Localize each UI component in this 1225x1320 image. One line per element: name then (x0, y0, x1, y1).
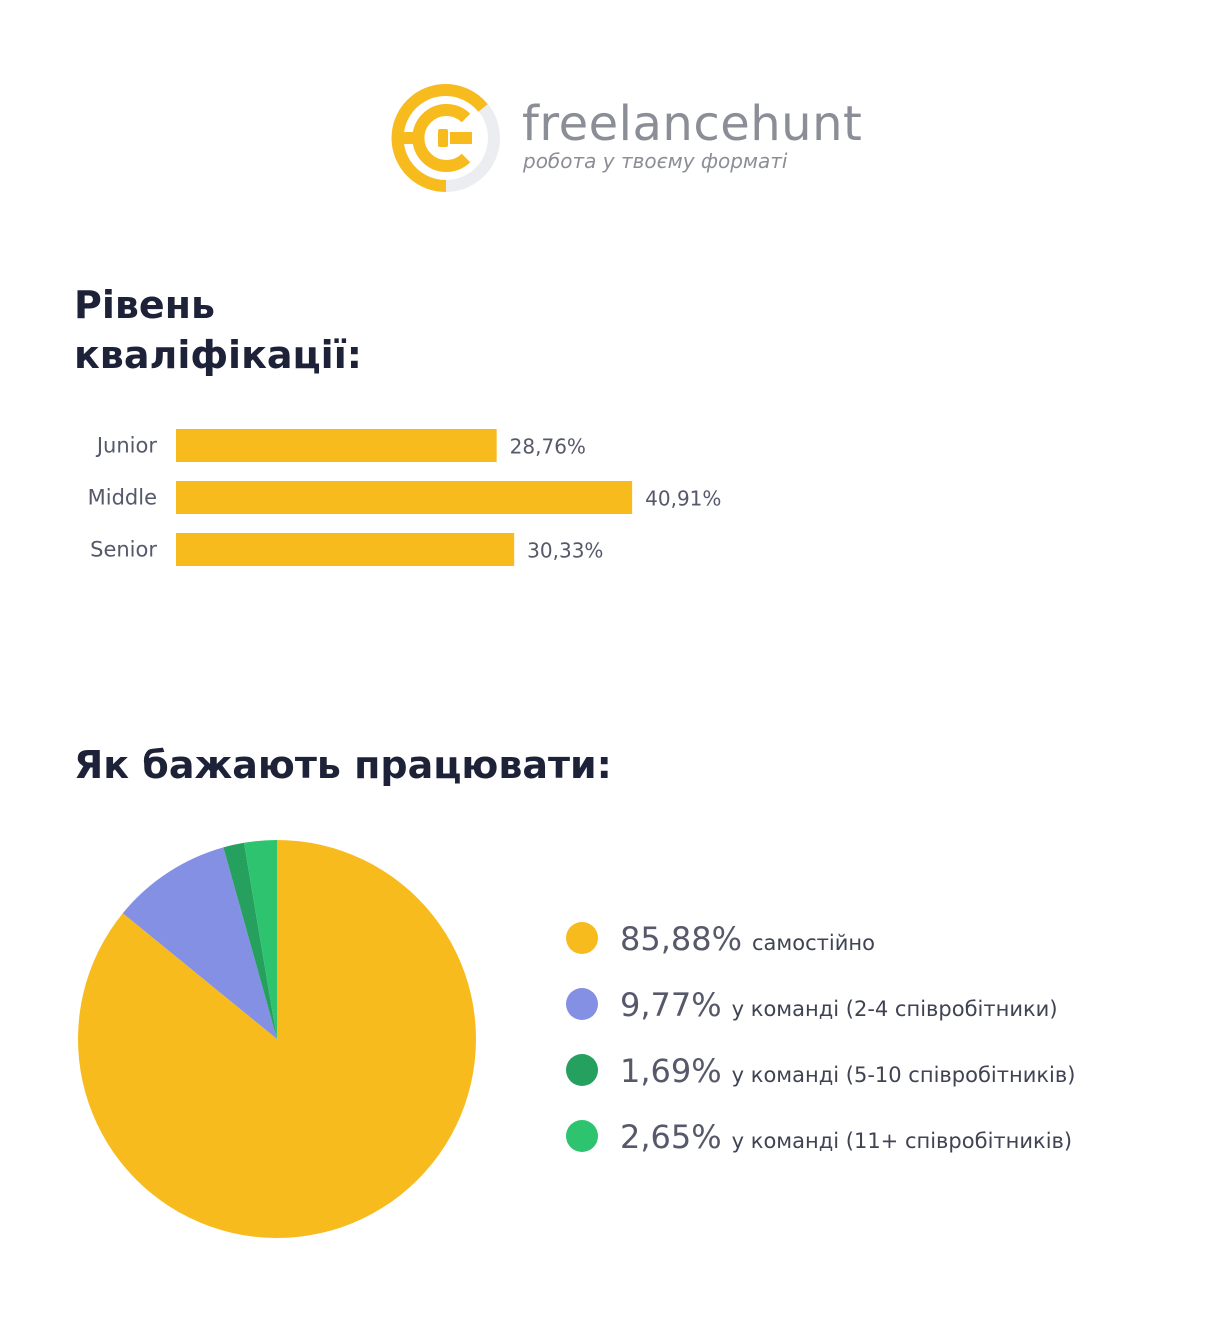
legend-label: у команді (5-10 співробітників) (731, 1063, 1076, 1087)
legend-item: 85,88% самостійно (566, 918, 1075, 984)
work-style-legend: 85,88% самостійно 9,77% у команді (2-4 спів… (566, 918, 1075, 1182)
legend-value: 2,65% (620, 1118, 722, 1156)
legend-label: самостійно (752, 931, 875, 955)
bar-middle (176, 481, 633, 514)
legend-value: 1,69% (620, 1052, 722, 1090)
bar-label-middle: Middle (88, 486, 157, 510)
qualification-bar-chart: Junior 28,76% Middle 40,91% Senior 30,33% (88, 429, 721, 566)
legend-swatch-icon (566, 988, 598, 1020)
pie-slice-2 (122, 847, 277, 1039)
bar-value-junior: 28,76% (510, 435, 586, 459)
legend-item: 2,65% у команді (11+ співробітників) (566, 1116, 1075, 1182)
qualification-heading: Рівень кваліфікації: (74, 280, 594, 380)
legend-value: 85,88% (620, 920, 743, 958)
brand-name: freelancehunt (522, 96, 863, 152)
bar-junior (176, 429, 497, 462)
legend-label: у команді (11+ співробітників) (731, 1129, 1073, 1153)
bar-value-middle: 40,91% (645, 487, 721, 511)
legend-label: у команді (2-4 співробітники) (731, 997, 1058, 1021)
pie-slice-1 (78, 840, 477, 1238)
qualification-heading-line2: кваліфікації: (74, 333, 362, 377)
legend-item: 1,69% у команді (5-10 співробітників) (566, 1050, 1075, 1116)
bar-senior (176, 533, 515, 566)
pie-slice-4 (244, 840, 277, 1039)
bar-value-senior: 30,33% (527, 539, 603, 563)
legend-value: 9,77% (620, 986, 722, 1024)
qualification-heading-line1: Рівень (74, 283, 215, 327)
legend-swatch-icon (566, 1054, 598, 1086)
bar-label-senior: Senior (90, 538, 157, 562)
freelancehunt-logo-icon (391, 84, 500, 193)
work-style-pie-chart (78, 840, 477, 1238)
pie-slice-3 (223, 842, 277, 1039)
bar-label-junior: Junior (95, 434, 157, 458)
legend-swatch-icon (566, 922, 598, 954)
work-style-heading: Як бажають працювати: (74, 743, 612, 787)
legend-item: 9,77% у команді (2-4 співробітники) (566, 984, 1075, 1050)
legend-swatch-icon (566, 1120, 598, 1152)
brand-tagline: робота у твоєму форматі (523, 149, 788, 173)
